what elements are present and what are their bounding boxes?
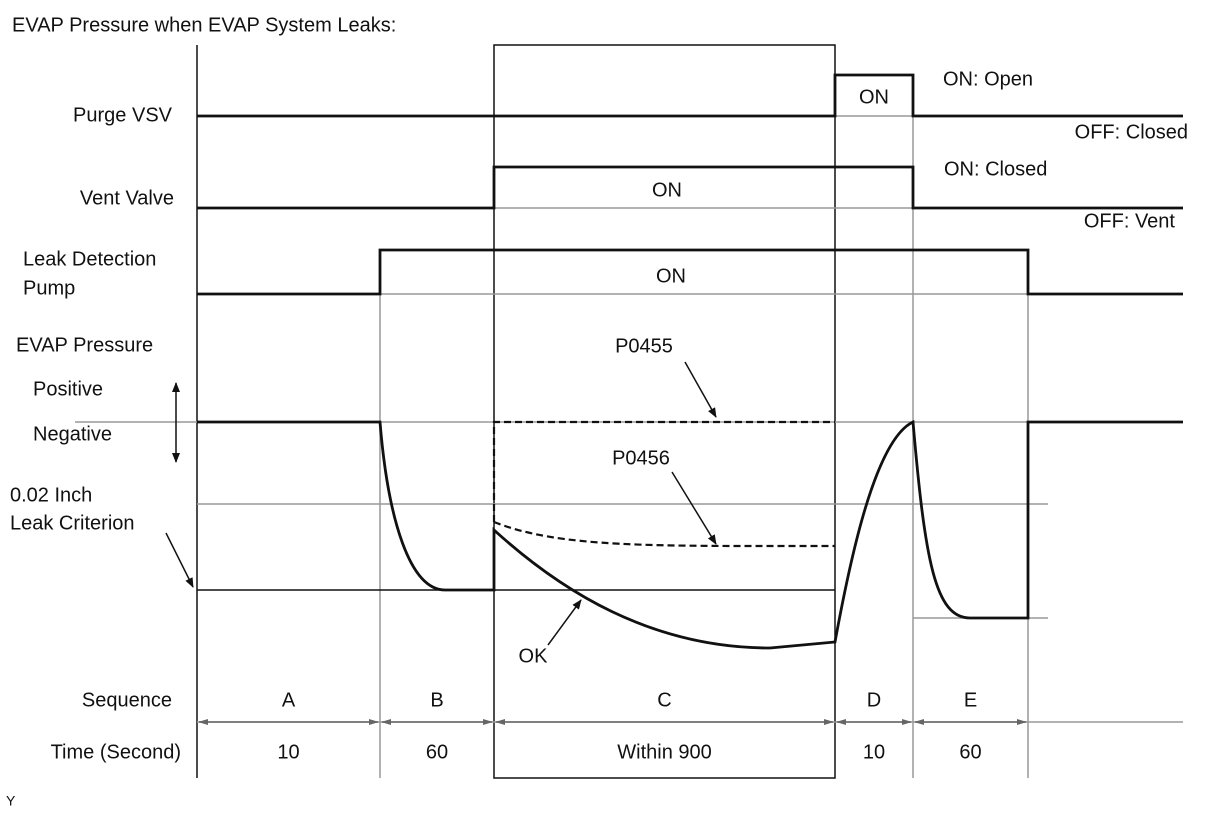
footer: Y xyxy=(6,793,16,809)
line xyxy=(671,471,717,545)
signal-label: Leak Detection xyxy=(23,248,156,270)
code-label: P0455 xyxy=(615,335,673,357)
line xyxy=(684,361,717,418)
signal-label: Vent Valve xyxy=(80,187,174,209)
on-label: ON xyxy=(859,86,889,108)
trace xyxy=(197,248,1183,296)
line xyxy=(547,599,582,646)
code-label: OK xyxy=(519,645,549,667)
signal-label: Pump xyxy=(23,277,75,299)
time-label: Time (Second) xyxy=(51,741,181,763)
trace xyxy=(197,165,1183,210)
pressure-traces xyxy=(75,361,1183,650)
phase-time: 60 xyxy=(959,741,981,763)
title: EVAP Pressure when EVAP System Leaks: xyxy=(12,14,396,36)
phase-name: A xyxy=(282,689,296,711)
negative-label: Negative xyxy=(33,423,112,445)
frame-lines xyxy=(196,44,1029,779)
state-label: ON: Closed xyxy=(944,158,1047,180)
phase-name: C xyxy=(657,689,671,711)
shape xyxy=(493,44,836,779)
phase-time: 10 xyxy=(277,741,299,763)
phase-name: E xyxy=(964,689,977,711)
phase-time: 10 xyxy=(863,741,885,763)
criterion-label: 0.02 Inch xyxy=(10,484,92,506)
trace xyxy=(197,73,1183,118)
trace xyxy=(493,520,836,548)
positive-label: Positive xyxy=(33,378,103,400)
signal-label: Purge VSV xyxy=(73,104,173,126)
trace xyxy=(197,419,1183,650)
trace xyxy=(492,420,835,522)
phase-name: B xyxy=(430,689,443,711)
pressure-label: EVAP Pressure xyxy=(16,334,153,356)
state-label: ON: Open xyxy=(943,68,1033,90)
phase-time: 60 xyxy=(426,741,448,763)
signal-traces xyxy=(197,73,1183,296)
criterion-label: Leak Criterion xyxy=(10,512,135,534)
code-label: P0456 xyxy=(612,447,670,469)
state-label: OFF: Closed xyxy=(1075,121,1188,143)
line xyxy=(165,532,194,588)
state-label: OFF: Vent xyxy=(1084,210,1176,232)
phase-time: Within 900 xyxy=(617,741,712,763)
on-label: ON xyxy=(656,265,686,287)
on-label: ON xyxy=(652,179,682,201)
sequence-label: Sequence xyxy=(82,689,172,711)
phase-name: D xyxy=(867,689,881,711)
